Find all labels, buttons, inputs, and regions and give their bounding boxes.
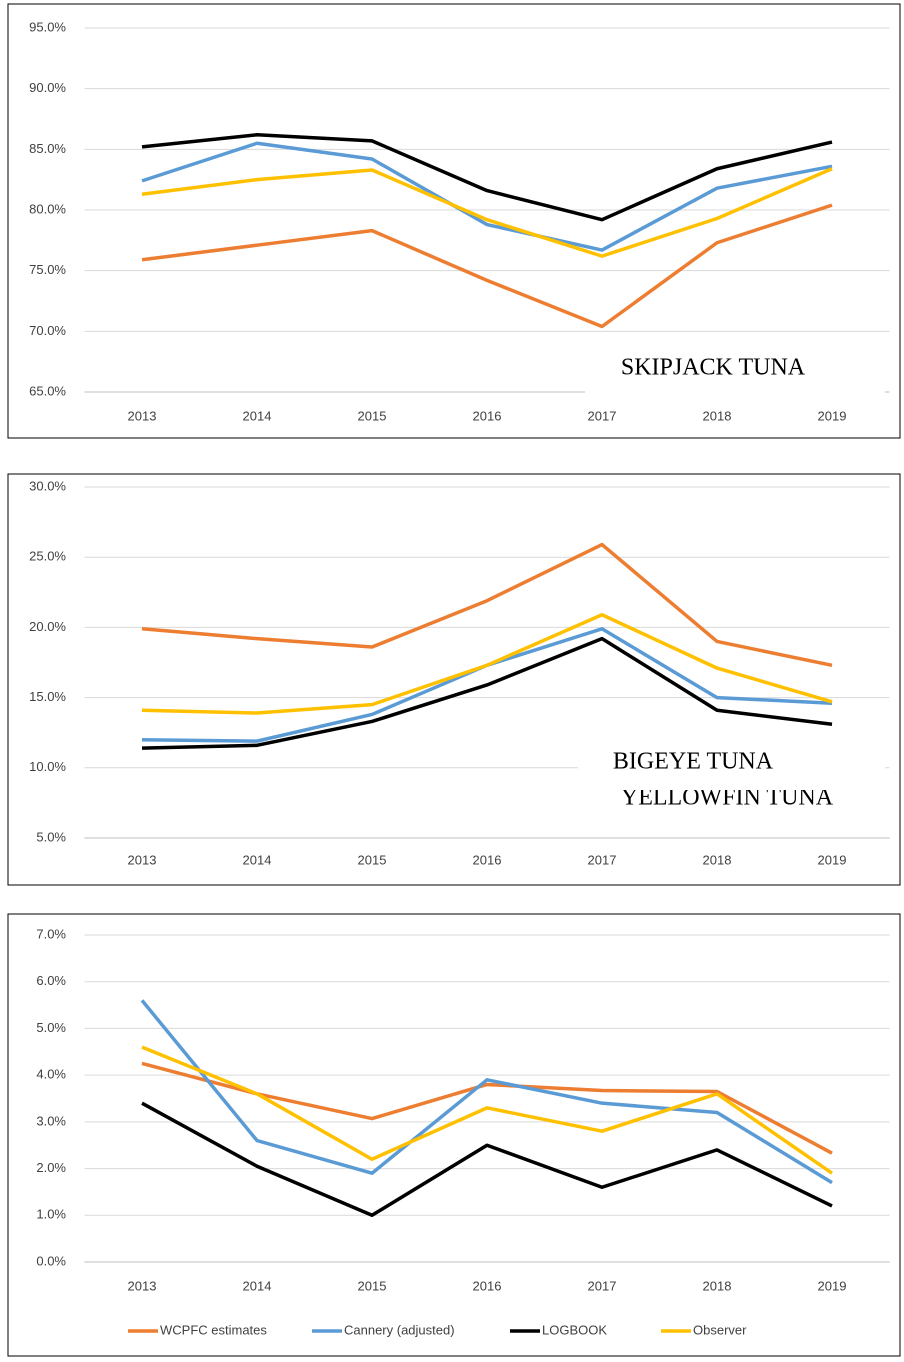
y-tick-label: 20.0% — [29, 619, 66, 634]
data-line — [141, 167, 833, 258]
y-tick-label: 15.0% — [29, 689, 66, 704]
y-tick-label: 70.0% — [29, 323, 66, 338]
x-tick-label: 2018 — [703, 408, 732, 423]
y-tick-label: 80.0% — [29, 201, 66, 216]
x-tick-label: 2013 — [128, 408, 157, 423]
data-line — [141, 542, 833, 668]
x-tick-label: 2017 — [588, 1278, 617, 1293]
data-line — [141, 1101, 833, 1218]
x-tick-label: 2015 — [358, 1278, 387, 1293]
y-tick-label: 4.0% — [36, 1067, 66, 1082]
y-tick-label: 25.0% — [29, 549, 66, 564]
x-tick-label: 2014 — [243, 852, 272, 867]
y-tick-label: 1.0% — [36, 1207, 66, 1222]
x-tick-label: 2017 — [588, 408, 617, 423]
y-tick-label: 90.0% — [29, 80, 66, 95]
x-tick-label: 2019 — [818, 852, 847, 867]
data-line — [141, 613, 833, 715]
y-tick-label: 65.0% — [29, 383, 66, 398]
y-tick-label: 5.0% — [36, 829, 66, 844]
annotation: BIGEYE TUNA — [613, 749, 774, 775]
annotation-box — [578, 735, 885, 790]
x-tick-label: 2017 — [588, 852, 617, 867]
y-tick-label: 0.0% — [36, 1253, 66, 1268]
data-line — [141, 141, 833, 252]
x-tick-label: 2014 — [243, 408, 272, 423]
legend-label: Cannery (adjusted) — [344, 1322, 455, 1337]
x-tick-label: 2018 — [703, 1278, 732, 1293]
y-tick-label: 30.0% — [29, 478, 66, 493]
y-tick-label: 2.0% — [36, 1160, 66, 1175]
x-tick-label: 2013 — [128, 1278, 157, 1293]
data-line — [140, 999, 833, 1185]
x-tick-label: 2014 — [243, 1278, 272, 1293]
x-tick-label: 2016 — [473, 1278, 502, 1293]
data-line — [141, 636, 833, 750]
y-tick-label: 5.0% — [36, 1020, 66, 1035]
y-tick-label: 10.0% — [29, 759, 66, 774]
x-tick-label: 2019 — [818, 408, 847, 423]
y-tick-label: 85.0% — [29, 141, 66, 156]
legend-label: WCPFC estimates — [160, 1322, 267, 1337]
data-line — [141, 133, 833, 222]
x-tick-label: 2015 — [358, 852, 387, 867]
x-tick-label: 2018 — [703, 852, 732, 867]
y-tick-label: 7.0% — [36, 926, 66, 941]
x-tick-label: 2019 — [818, 1278, 847, 1293]
annotation: SKIPJACK TUNA — [621, 355, 806, 381]
legend-label: Observer — [693, 1322, 747, 1337]
data-line — [141, 203, 833, 329]
y-tick-label: 95.0% — [29, 19, 66, 34]
data-line — [141, 1045, 833, 1175]
legend-label: LOGBOOK — [542, 1322, 607, 1337]
y-tick-label: 3.0% — [36, 1113, 66, 1128]
y-tick-label: 6.0% — [36, 973, 66, 988]
x-tick-label: 2016 — [473, 408, 502, 423]
y-tick-label: 75.0% — [29, 262, 66, 277]
x-tick-label: 2013 — [128, 852, 157, 867]
annotation-box — [585, 343, 885, 395]
x-tick-label: 2016 — [473, 852, 502, 867]
x-tick-label: 2015 — [358, 408, 387, 423]
